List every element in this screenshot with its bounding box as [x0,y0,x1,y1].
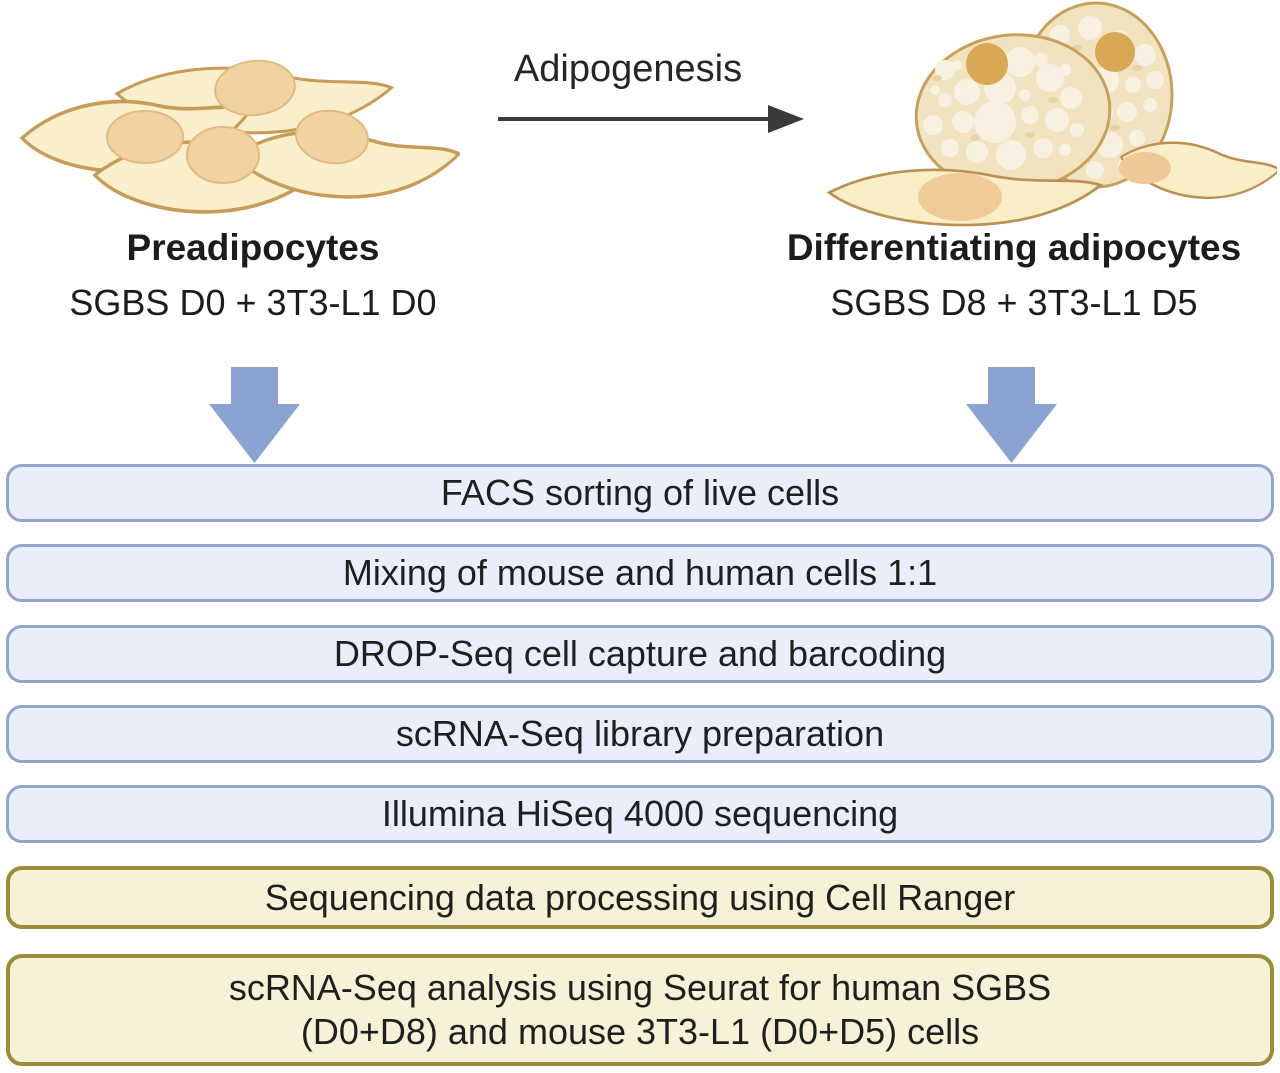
stage-title-differentiating-adipocytes: Differentiating adipocytes [786,227,1242,268]
preadipocytes-cells-illustration [20,58,460,219]
stage-subtitle-differentiating-adipocytes: SGBS D8 + 3T3-L1 D5 [830,282,1198,323]
step-label: DROP-Seq cell capture and barcoding [333,633,947,674]
down-arrow-icon [209,367,300,463]
stage-label-preadipocytes: Preadipocytes SGBS D0 + 3T3-L1 D0 [28,226,478,325]
step-label: scRNA-Seq library preparation [395,713,885,754]
step-cell-ranger-processing: Sequencing data processing using Cell Ra… [6,866,1274,929]
differentiating-adipocytes-illustration [826,1,1277,232]
step-seurat-analysis: scRNA-Seq analysis using Seurat for huma… [6,954,1274,1066]
step-illumina-sequencing: Illumina HiSeq 4000 sequencing [6,785,1274,843]
step-label: Sequencing data processing using Cell Ra… [264,876,1016,918]
stage-label-differentiating-adipocytes: Differentiating adipocytes SGBS D8 + 3T3… [764,226,1264,325]
step-library-preparation: scRNA-Seq library preparation [6,705,1274,763]
stage-subtitle-preadipocytes: SGBS D0 + 3T3-L1 D0 [69,282,437,323]
step-mixing-cells: Mixing of mouse and human cells 1:1 [6,544,1274,602]
down-arrow-icon [966,367,1057,463]
step-label: Mixing of mouse and human cells 1:1 [342,552,938,593]
step-label: Illumina HiSeq 4000 sequencing [381,793,899,834]
step-dropseq-capture: DROP-Seq cell capture and barcoding [6,625,1274,683]
adipogenesis-arrow-icon [498,105,804,133]
step-facs-sorting: FACS sorting of live cells [6,464,1274,522]
step-label: scRNA-Seq analysis using Seurat for huma… [228,967,1052,1052]
transition-label: Adipogenesis [513,48,743,90]
step-label: FACS sorting of live cells [440,472,840,513]
stage-title-preadipocytes: Preadipocytes [126,227,380,268]
